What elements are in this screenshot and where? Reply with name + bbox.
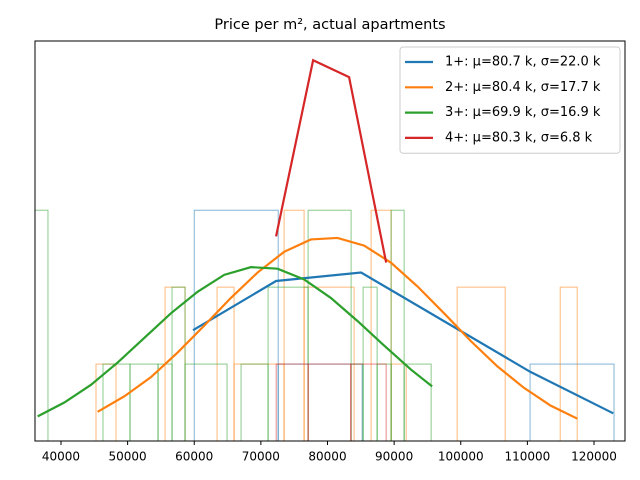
histogram-bin [277,363,363,442]
histogram-bin [307,363,352,442]
series-line [97,236,578,420]
histogram-bin [376,363,392,442]
x-tick-label: 120000 [571,450,617,464]
histogram-bin [184,363,228,442]
histogram-bin [307,209,352,442]
x-tick-label: 100000 [438,450,484,464]
x-tick-label: 60000 [175,450,213,464]
histogram-bin [350,363,387,442]
x-tick-label: 110000 [504,450,550,464]
legend-box [399,46,621,154]
x-tick-label: 40000 [42,450,80,464]
series-line [37,266,433,418]
legend-label: 4+: μ=80.3 k, σ=6.8 k [445,130,593,145]
chart-title: Price per m², actual apartments [214,17,445,33]
histogram-bin [193,209,279,442]
legend-label: 3+: μ=69.9 k, σ=16.9 k [445,105,601,120]
histogram-bin [529,363,615,442]
x-tick-label: 50000 [109,450,147,464]
histogram-bin [240,363,269,442]
histogram-bin [34,209,49,442]
legend-label: 1+: μ=80.7 k, σ=22.0 k [445,55,601,70]
histogram-bin [370,209,392,442]
histogram-bin [456,286,506,442]
histogram-bin [390,209,405,442]
legend-label: 2+: μ=80.4 k, σ=17.7 k [445,80,601,95]
axes-frame [34,40,626,442]
histogram-bin [350,363,364,442]
series-line [192,271,614,415]
histogram-bin [275,363,309,442]
x-tick-label: 80000 [308,450,346,464]
x-tick-label: 70000 [242,450,280,464]
series-line [274,58,388,263]
x-tick-label: 90000 [375,450,413,464]
